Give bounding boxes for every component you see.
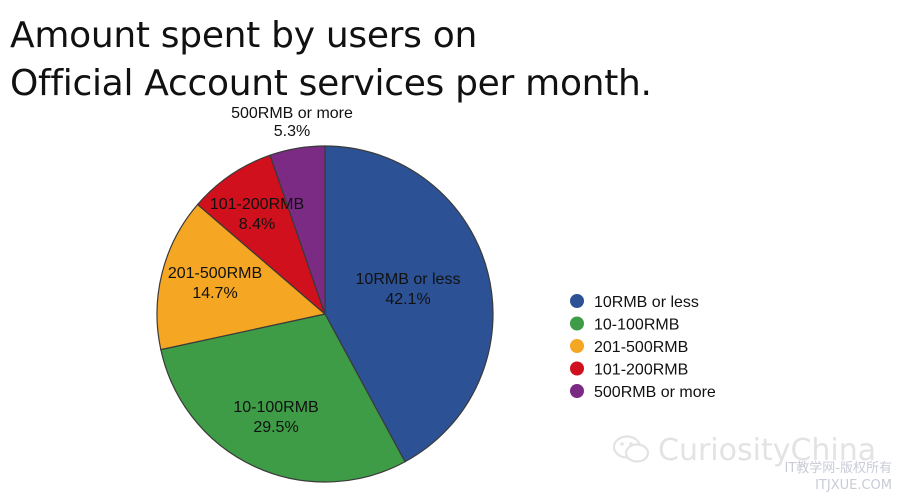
pie-slice-10-100rmb	[160, 313, 406, 483]
pie-slice-101-200rmb	[196, 154, 327, 316]
watermark-site: IT教学网-版权所有 ITJXUE.COM	[785, 460, 892, 494]
watermark-site-url: ITJXUE.COM	[815, 478, 892, 493]
slice-label-500rmb-or-more: 500RMB or more	[231, 105, 353, 122]
pie-slice-201-500rmb	[156, 203, 327, 351]
chart-title: Amount spent by users on Official Accoun…	[10, 12, 652, 108]
legend-label-10rmb-or-less: 10RMB or less	[594, 294, 699, 311]
chart-title-line-1: Amount spent by users on	[10, 15, 478, 56]
slice-label-10-100rmb: 10-100RMB	[233, 399, 318, 416]
slice-label-101-200rmb: 101-200RMB	[210, 196, 304, 213]
legend-label-10-100rmb: 10-100RMB	[594, 317, 679, 334]
watermark-site-cn: IT教学网-版权所有	[784, 461, 892, 476]
legend-swatch-500rmb-or-more	[570, 384, 584, 398]
pie-slice-10rmb-or-less	[324, 145, 494, 463]
wechat-icon	[612, 435, 650, 463]
watermark-brand: CuriosityChina	[612, 433, 876, 468]
legend-swatch-101-200rmb	[570, 361, 584, 376]
legend-label-201-500rmb: 201-500RMB	[594, 339, 688, 356]
legend-swatch-201-500rmb	[570, 339, 584, 353]
slice-percent-201-500rmb: 14.7%	[192, 285, 237, 302]
slice-label-201-500rmb: 201-500RMB	[168, 265, 262, 282]
legend-label-101-200rmb: 101-200RMB	[594, 362, 688, 379]
legend-label-500rmb-or-more: 500RMB or more	[594, 384, 716, 401]
legend-swatch-10-100rmb	[570, 316, 584, 331]
legend-swatch-10rmb-or-less	[570, 294, 584, 308]
pie-slice-500rmb-or-more	[269, 145, 326, 315]
watermark-brand-text: CuriosityChina	[658, 433, 877, 468]
slice-percent-101-200rmb: 8.4%	[239, 216, 275, 233]
chart-title-line-2: Official Account services per month.	[10, 63, 652, 104]
slice-percent-500rmb-or-more: 5.3%	[274, 123, 310, 140]
slice-label-10rmb-or-less: 10RMB or less	[356, 271, 461, 288]
slice-percent-10rmb-or-less: 42.1%	[385, 291, 430, 308]
slice-percent-10-100rmb: 29.5%	[253, 419, 298, 436]
